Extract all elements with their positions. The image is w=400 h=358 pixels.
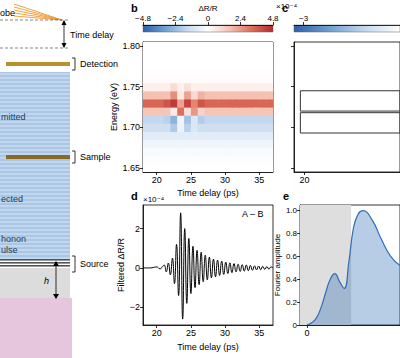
svg-text:ΔR/R: ΔR/R [198, 4, 217, 13]
svg-text:h: h [44, 276, 49, 286]
svg-text:Time delay (ps): Time delay (ps) [177, 188, 239, 198]
svg-text:35: 35 [254, 175, 264, 185]
svg-text:1.80: 1.80 [122, 41, 140, 51]
svg-text:0: 0 [135, 263, 140, 273]
svg-text:0.6: 0.6 [286, 252, 298, 261]
svg-text:Detection: Detection [80, 59, 118, 69]
svg-text:30: 30 [220, 328, 230, 338]
svg-text:Time delay: Time delay [70, 30, 114, 40]
svg-text:30: 30 [220, 175, 230, 185]
svg-text:20: 20 [152, 175, 162, 185]
svg-text:honon: honon [1, 234, 26, 244]
svg-text:−3: −3 [299, 14, 309, 23]
svg-text:d: d [131, 190, 138, 202]
svg-text:25: 25 [186, 175, 196, 185]
svg-text:mitted: mitted [1, 112, 26, 122]
svg-text:ulse: ulse [1, 245, 18, 255]
svg-text:−2.4: −2.4 [168, 14, 184, 23]
svg-text:4.8: 4.8 [267, 14, 279, 23]
svg-text:Energy (eV): Energy (eV) [109, 83, 119, 131]
svg-text:0: 0 [304, 328, 309, 338]
svg-text:−2: −2 [130, 302, 140, 312]
svg-text:0: 0 [206, 14, 211, 23]
svg-text:20: 20 [300, 175, 310, 185]
svg-text:25: 25 [186, 328, 196, 338]
svg-text:×10⁻⁴: ×10⁻⁴ [276, 2, 298, 11]
svg-text:×10⁻⁴: ×10⁻⁴ [143, 195, 165, 204]
svg-text:−4.8: −4.8 [135, 14, 151, 23]
svg-text:1.0: 1.0 [286, 206, 298, 215]
svg-text:Sample: Sample [80, 152, 111, 162]
svg-text:2.4: 2.4 [235, 14, 247, 23]
svg-text:Source: Source [80, 259, 109, 269]
svg-text:obe: obe [0, 8, 15, 18]
svg-text:b: b [131, 2, 138, 14]
svg-text:ected: ected [1, 194, 23, 204]
svg-text:35: 35 [254, 328, 264, 338]
svg-text:2: 2 [135, 224, 140, 234]
svg-text:20: 20 [152, 328, 162, 338]
svg-text:1.65: 1.65 [122, 163, 140, 173]
svg-text:0: 0 [293, 321, 298, 330]
svg-text:0.4: 0.4 [286, 275, 298, 284]
svg-text:A – B: A – B [242, 209, 264, 219]
svg-text:Time delay (ps): Time delay (ps) [177, 342, 239, 352]
svg-text:0.2: 0.2 [286, 298, 298, 307]
svg-text:1.75: 1.75 [122, 82, 140, 92]
svg-text:1.70: 1.70 [122, 122, 140, 132]
svg-text:Filtered ΔR/R: Filtered ΔR/R [116, 237, 126, 292]
svg-text:e: e [283, 190, 289, 202]
svg-text:Fourier amplitude: Fourier amplitude [273, 233, 282, 296]
svg-text:0.8: 0.8 [286, 229, 298, 238]
